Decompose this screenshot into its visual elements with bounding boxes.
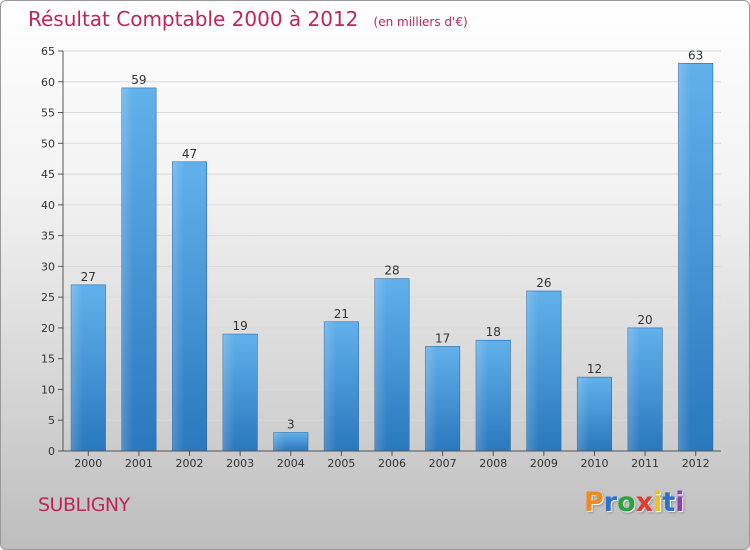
- data-label: 21: [334, 307, 349, 321]
- x-tick-label: 2006: [378, 457, 406, 470]
- x-tick-label: 2002: [176, 457, 204, 470]
- logo-letter: i: [675, 487, 685, 518]
- bar-highlight: [678, 63, 691, 452]
- data-label: 19: [233, 319, 248, 333]
- x-tick-label: 2000: [74, 457, 102, 470]
- title-row: Résultat Comptable 2000 à 2012 (en milli…: [28, 7, 468, 31]
- bars: 27 59 47 19 3 21 28 17 18 26 12 20 63: [70, 48, 714, 452]
- logo-letter: x: [635, 487, 654, 518]
- commune-name: SUBLIGNY: [38, 494, 130, 516]
- logo-letter: r: [603, 487, 618, 518]
- y-tick-label: 0: [48, 445, 55, 458]
- data-label: 26: [536, 276, 551, 290]
- y-tick-label: 20: [41, 322, 55, 335]
- y-tick-label: 5: [48, 414, 55, 427]
- chart-unit: (en milliers d'€): [373, 15, 468, 29]
- data-label: 12: [587, 362, 602, 376]
- x-axis: 2000 2001 2002 2003 2004 2005 2006 2007 2008 2009…: [63, 450, 721, 470]
- x-tick-label: 2008: [479, 457, 507, 470]
- bar-highlight: [627, 327, 640, 451]
- data-label: 47: [182, 147, 197, 161]
- y-tick-label: 45: [41, 168, 55, 181]
- y-tick-label: 15: [41, 353, 55, 366]
- bar-highlight: [71, 284, 84, 451]
- bar-highlight: [577, 377, 590, 451]
- data-label: 27: [81, 270, 96, 284]
- bar-highlight: [476, 340, 489, 451]
- bar-highlight: [172, 161, 185, 451]
- y-tick-label: 10: [41, 383, 55, 396]
- x-tick-label: 2004: [277, 457, 305, 470]
- x-tick-label: 2005: [327, 457, 355, 470]
- x-tick-label: 2001: [125, 457, 153, 470]
- y-tick-label: 35: [41, 230, 55, 243]
- x-tick-label: 2010: [580, 457, 608, 470]
- chart-title: Résultat Comptable 2000 à 2012: [28, 7, 359, 31]
- data-label: 28: [384, 264, 399, 278]
- bar-highlight: [374, 278, 387, 451]
- y-tick-label: 65: [41, 45, 55, 58]
- bar-highlight: [273, 432, 286, 451]
- data-label: 17: [435, 331, 450, 345]
- x-tick-label: 2003: [226, 457, 254, 470]
- data-label: 20: [637, 313, 652, 327]
- data-label: 63: [688, 48, 703, 62]
- bar-highlight: [222, 334, 235, 451]
- y-tick-label: 40: [41, 199, 55, 212]
- x-tick-label: 2012: [682, 457, 710, 470]
- bar-highlight: [425, 346, 438, 451]
- y-tick-label: 30: [41, 260, 55, 273]
- logo-letter: i: [653, 487, 663, 518]
- bar-highlight: [121, 87, 134, 451]
- y-tick-label: 60: [41, 76, 55, 89]
- bar-highlight: [526, 291, 539, 451]
- y-tick-label: 55: [41, 107, 55, 120]
- data-label: 18: [486, 325, 501, 339]
- x-tick-label: 2011: [631, 457, 659, 470]
- data-label: 59: [131, 73, 146, 87]
- x-tick-label: 2009: [530, 457, 558, 470]
- proxiti-logo: Proxiti: [584, 487, 685, 518]
- logo-letter: o: [617, 487, 636, 518]
- bar-highlight: [324, 321, 337, 451]
- y-tick-label: 50: [41, 137, 55, 150]
- data-label: 3: [287, 418, 295, 432]
- x-tick-label: 2007: [429, 457, 457, 470]
- y-axis: 0 5 10 15 20 25 30 35 40 45 50 55 60 65: [41, 45, 64, 458]
- logo-letter: t: [662, 487, 676, 518]
- y-tick-label: 25: [41, 291, 55, 304]
- logo-letter: P: [584, 487, 604, 518]
